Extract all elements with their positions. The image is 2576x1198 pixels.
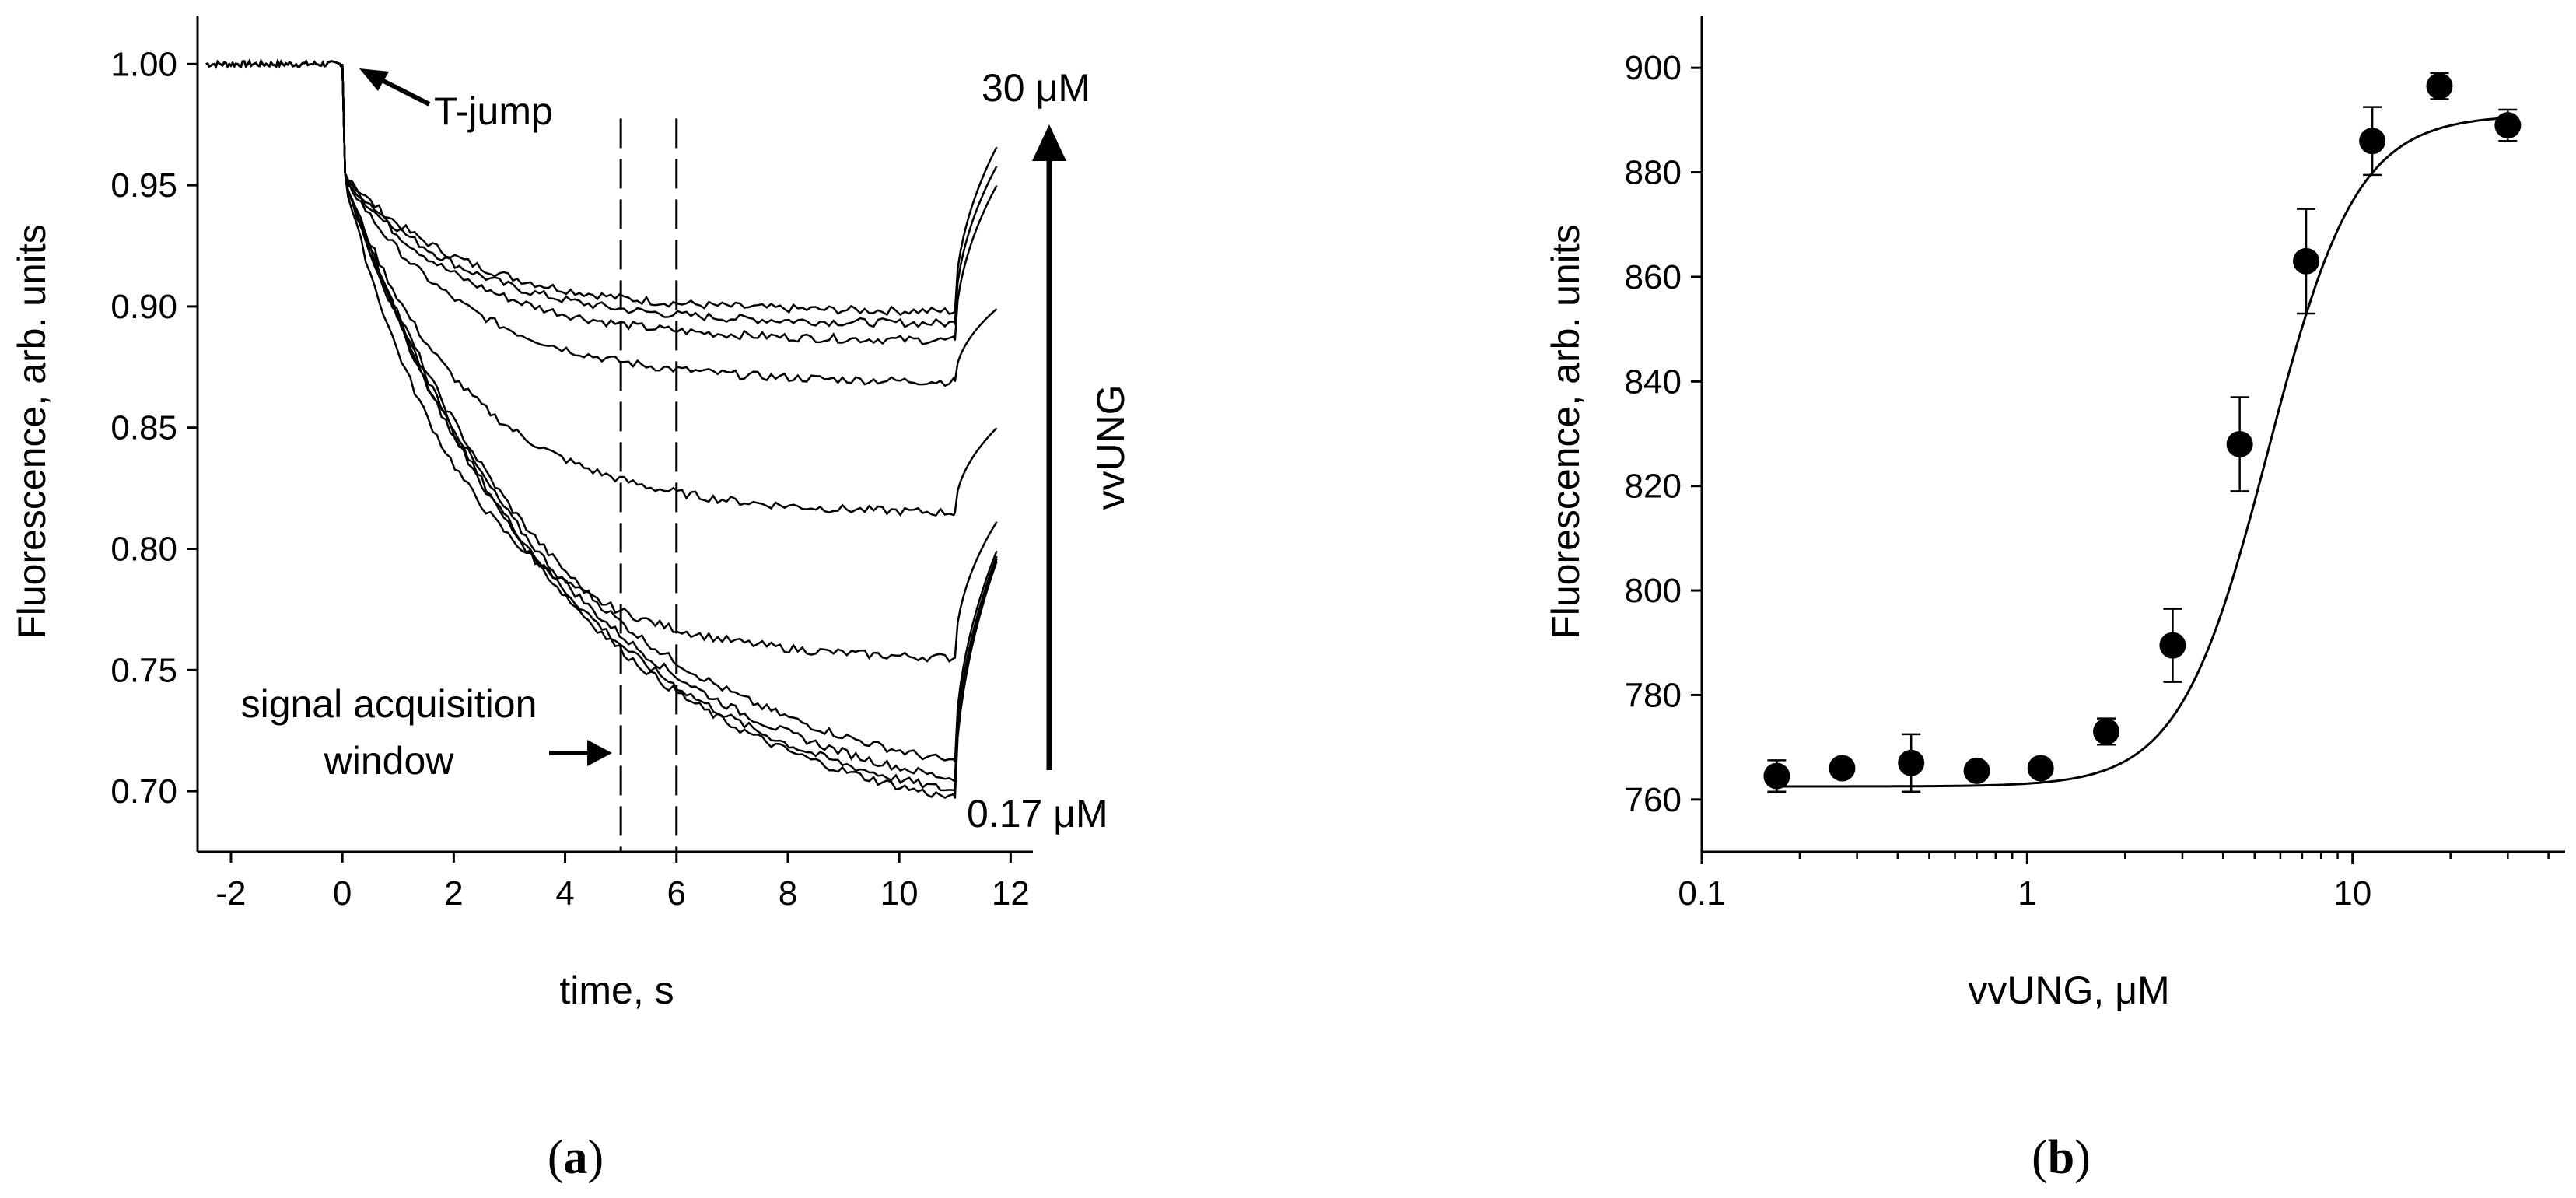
panel-b-data-point <box>1763 762 1790 790</box>
panel-a-x-tick-label: 4 <box>555 874 574 913</box>
panel-b-data-point <box>2426 72 2453 100</box>
tjump-arrow-head <box>359 68 389 91</box>
panel-b-x-tick-label: 1 <box>2018 874 2036 913</box>
panel-a-trace-9 <box>341 64 998 793</box>
panel-b-data-point <box>1963 757 1990 784</box>
panel-a-x-tick-label: 2 <box>444 874 463 913</box>
top-concentration-label: 30 μM <box>982 66 1090 110</box>
vvung-arrow-head <box>1032 124 1066 161</box>
panel-a-axes <box>196 16 1033 853</box>
panel-b-y-ticks: 760 780 800 820 840 860 880 900 <box>1625 49 1702 819</box>
panel-b-axes <box>1700 16 2565 853</box>
panel-b-x-ticks: 0.1 1 10 <box>1678 852 2550 913</box>
tjump-label: T-jump <box>434 89 553 133</box>
acquisition-window-arrow-head <box>587 740 612 766</box>
panel-a-x-ticks: -2 0 2 4 6 8 10 12 <box>215 852 1030 913</box>
panel-b-y-tick-label: 840 <box>1625 363 1682 401</box>
panel-a-label: (a) <box>548 1131 604 1184</box>
panel-b-x-tick-label: 0.1 <box>1678 874 1725 913</box>
panel-a-trace-6 <box>341 64 998 663</box>
panel-b-data-point <box>2159 632 2186 659</box>
panel-b-data-point <box>2027 755 2054 782</box>
panel-a-trace-1 <box>341 64 998 317</box>
panel-a-trace-2 <box>341 64 998 328</box>
panel-a-trace-8 <box>341 64 998 783</box>
panel-b-x-tick-label: 10 <box>2333 874 2371 913</box>
panel-a-y-tick-label: 0.95 <box>110 166 177 205</box>
panel-a-y-tick-label: 0.80 <box>110 531 177 569</box>
panel-b-label: (b) <box>2032 1131 2091 1184</box>
panel-b-data-point <box>2494 112 2522 139</box>
panel-b-data-point <box>2093 718 2120 745</box>
panel-a-y-tick-label: 0.70 <box>110 772 177 811</box>
tjump-arrow-shaft <box>376 75 431 107</box>
panel-b-y-tick-label: 900 <box>1625 49 1682 87</box>
panel-b-data-point <box>2293 247 2320 275</box>
panel-a-y-tick-label: 0.85 <box>110 409 177 447</box>
bottom-concentration-label: 0.17 μM <box>967 792 1108 835</box>
acquisition-window-label-line1: signal acquisition <box>241 682 537 726</box>
panel-b-data-point <box>2226 430 2253 457</box>
panel-b-data-point <box>2359 128 2386 155</box>
panel-b-data-point <box>1829 755 1856 782</box>
panel-a-x-tick-label: 10 <box>880 874 919 913</box>
panel-b-y-tick-label: 860 <box>1625 258 1682 296</box>
panel-a-x-tick-label: 0 <box>333 874 352 913</box>
panel-b-y-tick-label: 880 <box>1625 154 1682 192</box>
panel-b-y-tick-label: 800 <box>1625 572 1682 610</box>
panel-a-y-axis-label: Fluorescence, arb. units <box>10 224 54 639</box>
panel-a-x-tick-label: 12 <box>992 874 1030 913</box>
panel-b-fit-curve <box>1773 116 2511 788</box>
panel-a-traces <box>205 58 998 852</box>
panel-a-x-tick-label: 6 <box>667 874 686 913</box>
panel-b-y-tick-label: 780 <box>1625 676 1682 714</box>
panel-a-y-tick-label: 1.00 <box>110 45 177 83</box>
panel-b-y-tick-label: 760 <box>1625 781 1682 819</box>
panel-a-y-tick-label: 0.75 <box>110 651 177 689</box>
panel-a-y-ticks: 0.70 0.75 0.80 0.85 0.90 0.95 1.00 <box>110 45 198 811</box>
panel-b-fit-line <box>1773 116 2511 788</box>
panel-b-data-point <box>1898 749 1925 776</box>
panel-b-y-axis-label: Fluorescence, arb. units <box>1544 224 1587 639</box>
panel-a-y-tick-label: 0.90 <box>110 288 177 326</box>
panel-a-trace-5 <box>341 64 998 517</box>
panel-a-x-tick-label: -2 <box>215 874 246 913</box>
panel-a-baseline-trace <box>205 58 343 69</box>
panel-a-trace-3 <box>341 64 998 345</box>
vvung-arrow-label: vvUNG <box>1089 384 1132 510</box>
panel-a-x-tick-label: 8 <box>779 874 797 913</box>
panel-b-titration: 0.1 1 10 760 780 800 820 840 860 880 900 vvUNG, μ… <box>1544 16 2565 1184</box>
panel-b-data-points <box>1763 72 2522 793</box>
panel-b-y-tick-label: 820 <box>1625 468 1682 506</box>
panel-a-time-course: -2 0 2 4 6 8 10 12 0.70 0.75 0.80 0.85 0.90 0.95 1.00… <box>10 16 1132 1184</box>
panel-a-trace-4 <box>341 64 998 387</box>
panel-a-trace-10 <box>341 64 998 800</box>
panel-a-x-axis-label: time, s <box>559 969 674 1012</box>
panel-b-x-axis-label: vvUNG, μM <box>1968 969 2169 1012</box>
panel-a-trace-7 <box>341 64 998 763</box>
acquisition-window-label-line2: window <box>324 739 455 783</box>
